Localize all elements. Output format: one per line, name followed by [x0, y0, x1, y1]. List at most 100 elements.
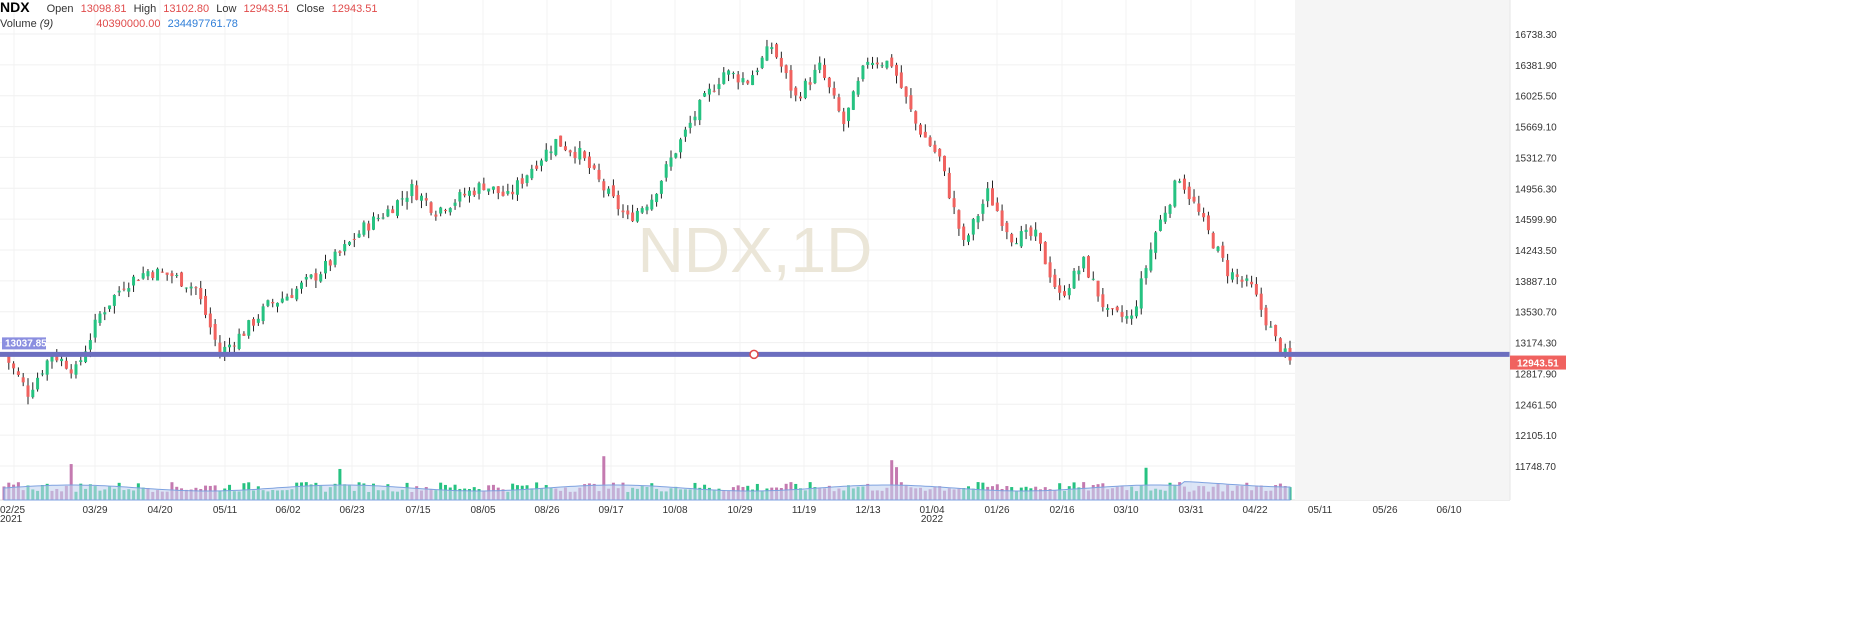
candle-body [50, 355, 54, 362]
candle-body [175, 275, 179, 277]
candle-body [64, 360, 68, 369]
candle-body [683, 129, 687, 137]
close-value: 12943.51 [331, 3, 378, 15]
candle-body [818, 62, 822, 70]
candle-body [189, 286, 193, 289]
horizontal-line-label-bg [2, 337, 46, 350]
time-tick-label: 03/10 [1113, 505, 1138, 516]
candle-body [218, 342, 222, 355]
candle-body [347, 241, 351, 245]
candle-body [448, 208, 452, 213]
candle-body [429, 202, 433, 213]
candle-body [640, 208, 644, 213]
candle-body [141, 273, 145, 279]
candle-body [554, 139, 558, 155]
candle-body [1163, 212, 1167, 222]
candle-body [856, 80, 860, 95]
candle-body [21, 377, 25, 383]
candle-body [938, 148, 942, 157]
time-tick-label: 03/29 [82, 505, 107, 516]
time-tick-label: 06/02 [275, 505, 300, 516]
candle-body [419, 195, 423, 201]
candle-body [1053, 274, 1057, 288]
candle-body [482, 183, 486, 190]
volume-legend: Volume (9) 40390000.00 234497761.78 [0, 18, 238, 30]
candle-body [290, 295, 294, 298]
price-tick-label: 12461.50 [1515, 400, 1557, 411]
volume-bar [890, 460, 894, 500]
volume-period: (9) [39, 18, 54, 30]
candle-body [909, 95, 913, 110]
ohlc-legend: NDX Open 13098.81 High 13102.80 Low 1294… [0, 0, 377, 15]
candle-body [1029, 227, 1033, 236]
candle-body [736, 74, 740, 83]
candle-body [923, 131, 927, 138]
candle-body [976, 216, 980, 223]
candle-body [808, 82, 812, 85]
candle-body [252, 319, 256, 326]
candle-body [842, 111, 846, 125]
candle-body [328, 260, 332, 266]
candle-body [587, 156, 591, 168]
candle-body [928, 137, 932, 146]
candle-body [933, 144, 937, 152]
time-tick-label: 10/29 [727, 505, 752, 516]
candle-body [1274, 324, 1278, 337]
candle-body [146, 271, 150, 277]
candle-body [986, 188, 990, 202]
candle-body [304, 276, 308, 280]
candle-body [607, 188, 611, 194]
candle-body [362, 222, 366, 235]
price-tick-label: 14956.30 [1515, 184, 1557, 195]
candle-body [439, 207, 443, 214]
candle-body [722, 72, 726, 84]
candle-body [280, 298, 284, 303]
candle-body [1168, 205, 1172, 214]
candle-body [415, 185, 419, 200]
candle-body [837, 97, 841, 111]
candle-body [69, 369, 73, 374]
candle-body [472, 190, 476, 196]
candle-body [309, 274, 313, 278]
volume-bar [1144, 467, 1148, 500]
time-tick-label: 06/23 [339, 505, 364, 516]
candle-body [1014, 243, 1018, 245]
candle-body [261, 306, 265, 322]
candle-body [463, 193, 467, 196]
candle-body [266, 300, 270, 306]
candle-body [156, 268, 160, 281]
candle-body [895, 64, 899, 76]
candle-body [1254, 284, 1258, 295]
candle-body [36, 377, 40, 390]
candle-body [1101, 294, 1105, 308]
candle-body [823, 64, 827, 78]
candle-body [583, 151, 587, 159]
candle-body [276, 302, 280, 307]
time-tick-label: 11/19 [792, 505, 817, 516]
candle-body [256, 318, 260, 323]
time-tick-label: 05/11 [213, 505, 238, 516]
volume-bar [69, 464, 73, 500]
candle-body [890, 57, 894, 67]
candle-body [12, 363, 16, 369]
candle-body [213, 323, 217, 340]
candle-body [487, 188, 491, 192]
candle-body [247, 320, 251, 336]
candle-body [26, 385, 30, 397]
candle-body [549, 151, 553, 154]
candle-body [1250, 281, 1254, 285]
candle-body [851, 91, 855, 110]
candle-body [914, 111, 918, 124]
candle-body [434, 214, 438, 217]
price-tick-label: 15312.70 [1515, 153, 1557, 164]
time-tick-label: 02/16 [1049, 505, 1074, 516]
candle-body [1058, 285, 1062, 293]
candle-body [1096, 280, 1100, 297]
candle-body [391, 209, 395, 214]
candle-body [1149, 249, 1153, 271]
candle-body [568, 150, 572, 153]
time-tick-label: 03/31 [1178, 505, 1203, 516]
candle-body [712, 90, 716, 92]
candle-body [136, 279, 140, 281]
